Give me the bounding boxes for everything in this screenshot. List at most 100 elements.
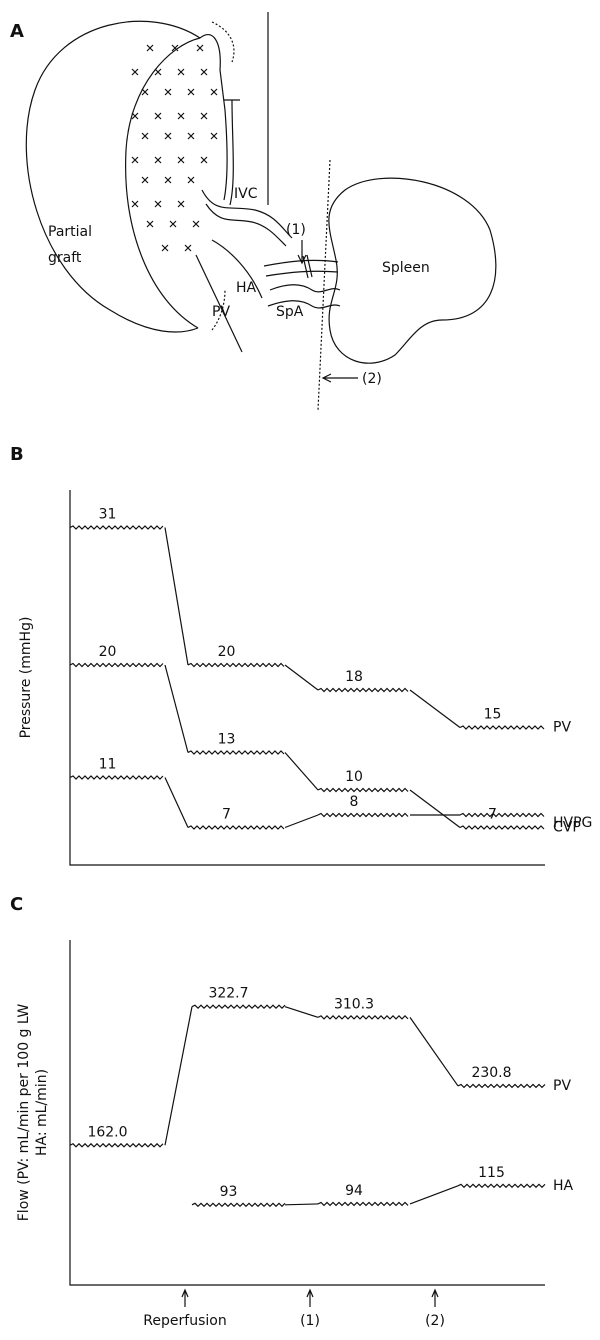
- cut-line: [211, 21, 235, 63]
- label: HA: [236, 280, 257, 296]
- label: Partial: [48, 224, 92, 240]
- x-mark: [141, 88, 149, 96]
- arrow-1: [297, 240, 307, 265]
- data-label: 322.7: [208, 986, 248, 1002]
- series-name: PV: [553, 1078, 571, 1094]
- x-mark: [164, 132, 172, 140]
- connector: [164, 777, 189, 828]
- series-segment: [187, 662, 285, 668]
- label: PV: [212, 304, 230, 320]
- x-mark: [154, 156, 162, 164]
- x-mark: [192, 220, 200, 228]
- connector: [284, 1203, 319, 1206]
- x-mark: [187, 132, 195, 140]
- series-segment: [457, 1083, 546, 1089]
- data-label: 20: [99, 644, 117, 660]
- series-segment: [459, 825, 545, 830]
- y-axis-label: Flow (PV: mL/min per 100 g LW: [16, 1004, 32, 1222]
- connector: [164, 527, 189, 666]
- x-mark: [161, 244, 169, 252]
- x-mark: [131, 200, 139, 208]
- label: graft: [48, 250, 82, 266]
- y-axis-label: HA: mL/min): [34, 1069, 50, 1156]
- x-mark: [164, 88, 172, 96]
- x-mark: [200, 156, 208, 164]
- label: (1): [286, 222, 306, 238]
- series-segment: [187, 825, 285, 830]
- x-mark: [187, 176, 195, 184]
- graft-outline: [25, 20, 201, 333]
- series-name: CVP: [553, 820, 581, 836]
- ischemic-area: [131, 44, 218, 252]
- x-mark: [171, 44, 179, 52]
- data-label: 18: [345, 669, 363, 685]
- x-mark: [146, 220, 154, 228]
- x-mark: [146, 44, 154, 52]
- series-name: PV: [553, 720, 571, 736]
- y-axis-label: Pressure (mmHg): [18, 617, 34, 739]
- series-name: HA: [553, 1178, 574, 1194]
- x-mark: [184, 244, 192, 252]
- series-segment: [317, 812, 409, 818]
- x-mark: [210, 88, 218, 96]
- x-mark: [177, 200, 185, 208]
- connector: [284, 814, 319, 829]
- arrow-2: [321, 373, 358, 383]
- data-label: 15: [484, 707, 502, 723]
- panel-label: C: [10, 894, 23, 915]
- data-label: 230.8: [471, 1065, 511, 1081]
- spleen-outline: [328, 177, 497, 364]
- axis: [69, 940, 545, 1286]
- data-label: 8: [350, 794, 359, 810]
- x-mark: [177, 156, 185, 164]
- ivc: [224, 12, 269, 206]
- series-segment: [69, 775, 164, 780]
- x-mark: [169, 220, 177, 228]
- connector: [409, 789, 461, 828]
- axis: [69, 490, 545, 866]
- connector: [284, 664, 319, 691]
- event-label: (2): [425, 1313, 445, 1329]
- series-segment: [317, 1201, 409, 1207]
- x-mark: [200, 68, 208, 76]
- data-label: 93: [220, 1184, 238, 1200]
- data-label: 94: [345, 1183, 363, 1199]
- x-mark: [177, 112, 185, 120]
- x-mark: [177, 68, 185, 76]
- data-label: 31: [99, 507, 117, 523]
- data-label: 13: [218, 732, 236, 748]
- event-arrow: [431, 1288, 439, 1307]
- series-segment: [69, 662, 164, 668]
- x-mark: [141, 132, 149, 140]
- event-label: (1): [300, 1313, 320, 1329]
- series-segment: [317, 687, 409, 693]
- data-label: 10: [345, 769, 363, 785]
- data-label: 11: [99, 757, 117, 773]
- series-segment: [191, 1202, 286, 1208]
- panel-label: A: [10, 21, 24, 42]
- data-label: 162.0: [87, 1124, 127, 1140]
- connector: [409, 689, 461, 728]
- connector: [164, 664, 189, 753]
- label: IVC: [234, 186, 258, 202]
- series-segment: [69, 1142, 164, 1148]
- x-mark: [196, 44, 204, 52]
- lobe-boundary: [125, 37, 201, 329]
- connector: [409, 1017, 459, 1087]
- transection-line: [317, 159, 331, 411]
- series-segment: [459, 725, 545, 730]
- x-mark: [131, 68, 139, 76]
- event-arrow: [306, 1288, 314, 1307]
- pv-cut: [211, 289, 226, 331]
- label: Spleen: [382, 260, 430, 276]
- x-mark: [154, 112, 162, 120]
- panel-label: B: [10, 444, 24, 465]
- label: (2): [362, 371, 382, 387]
- data-label: 7: [222, 807, 231, 823]
- x-mark: [187, 88, 195, 96]
- series-segment: [317, 1015, 409, 1020]
- spa: [263, 259, 341, 309]
- x-mark: [141, 176, 149, 184]
- series-segment: [69, 525, 164, 530]
- series-segment: [459, 812, 545, 818]
